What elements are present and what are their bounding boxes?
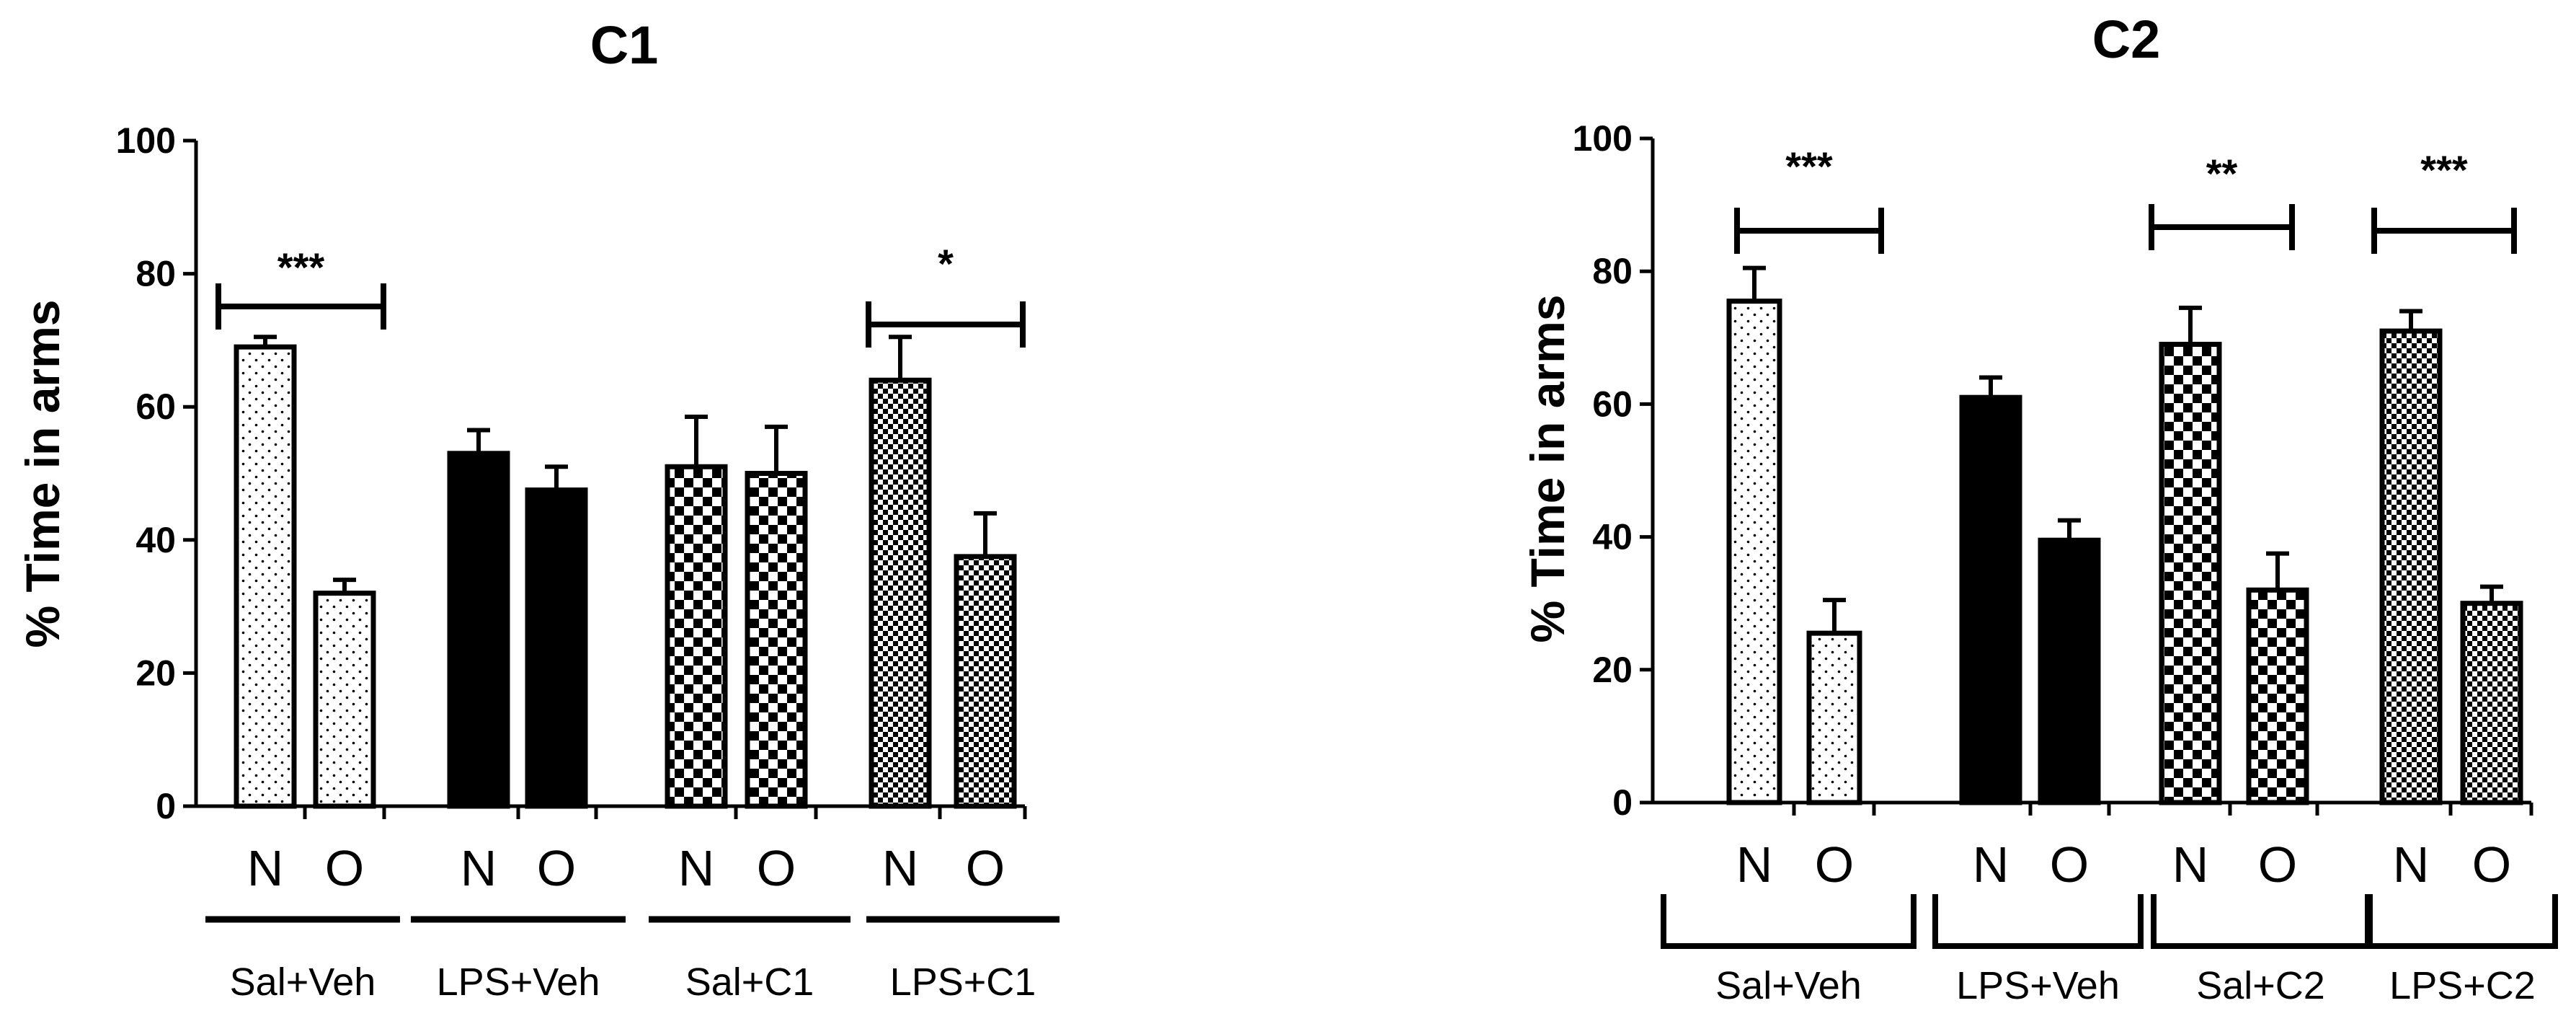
significance-label: ***	[2420, 147, 2468, 193]
category-label: N	[247, 840, 284, 896]
bar-LPS+Veh-N	[1959, 394, 2022, 805]
bar-LPS+C1-N	[869, 377, 932, 809]
category-label: N	[461, 840, 497, 896]
bar-Sal+Veh-O	[313, 591, 376, 809]
bar-LPS+Veh-N	[447, 451, 510, 809]
bar-Sal+Veh-N	[234, 344, 297, 809]
bar-LPS+C2-N	[2379, 328, 2443, 805]
category-label: O	[325, 840, 364, 896]
bar-Sal+C2-N	[2159, 342, 2222, 805]
category-label: O	[2472, 836, 2511, 893]
bar-LPS+C1-O	[954, 554, 1017, 809]
y-axis-label: % Time in arms	[1521, 295, 1574, 643]
y-tick-label: 100	[116, 120, 176, 161]
y-tick-label: 60	[136, 386, 176, 427]
bar-LPS+C2-O	[2460, 601, 2523, 805]
category-label: O	[2050, 836, 2089, 893]
bar-LPS+Veh-O	[2038, 537, 2101, 805]
group-label: Sal+Veh	[1715, 964, 1862, 1007]
significance-label: **	[2206, 151, 2238, 196]
y-tick-label: 60	[1592, 384, 1633, 424]
category-label: N	[1973, 836, 2009, 893]
y-tick-label: 20	[136, 653, 176, 693]
bar-LPS+Veh-O	[525, 487, 588, 809]
y-tick-label: 40	[136, 520, 176, 560]
group-label: Sal+C1	[685, 960, 814, 1004]
group-bracket	[2367, 894, 2558, 949]
category-label: O	[2258, 836, 2297, 893]
category-label: N	[2393, 836, 2430, 893]
y-tick-label: 100	[1573, 118, 1633, 159]
chart-title: C1	[590, 15, 659, 75]
y-tick-label: 0	[1612, 782, 1633, 823]
category-label: O	[966, 840, 1005, 896]
group-label: Sal+Veh	[230, 960, 376, 1004]
category-label: N	[882, 840, 919, 896]
category-label: O	[537, 840, 576, 896]
group-bracket	[2151, 894, 2371, 949]
y-tick-label: 40	[1592, 517, 1633, 557]
y-tick-label: 80	[136, 254, 176, 294]
group-label: LPS+C2	[2389, 964, 2536, 1007]
y-axis-label: % Time in arms	[16, 300, 69, 648]
significance-label: ***	[1785, 143, 1833, 189]
category-label: N	[2172, 836, 2209, 893]
bar-Sal+C1-N	[665, 464, 728, 809]
y-tick-label: 80	[1592, 251, 1633, 291]
significance-label: ***	[277, 244, 325, 290]
category-label: N	[678, 840, 715, 896]
category-label: O	[1815, 836, 1854, 893]
bar-Sal+C1-O	[745, 471, 808, 809]
category-label: N	[1736, 836, 1773, 893]
chart-title: C2	[2092, 9, 2161, 69]
group-label: LPS+Veh	[1956, 964, 2120, 1007]
bar-Sal+C2-O	[2246, 587, 2309, 805]
group-label: LPS+C1	[890, 960, 1036, 1004]
significance-label: *	[938, 241, 954, 286]
group-label: Sal+C2	[2196, 964, 2325, 1007]
bar-Sal+Veh-O	[1806, 630, 1862, 805]
category-label: O	[757, 840, 796, 896]
bar-Sal+Veh-N	[1726, 299, 1782, 805]
group-bracket	[1932, 894, 2144, 949]
y-tick-label: 0	[156, 786, 176, 826]
group-label: LPS+Veh	[437, 960, 600, 1004]
group-bracket	[1661, 894, 1917, 949]
y-tick-label: 20	[1592, 650, 1633, 690]
